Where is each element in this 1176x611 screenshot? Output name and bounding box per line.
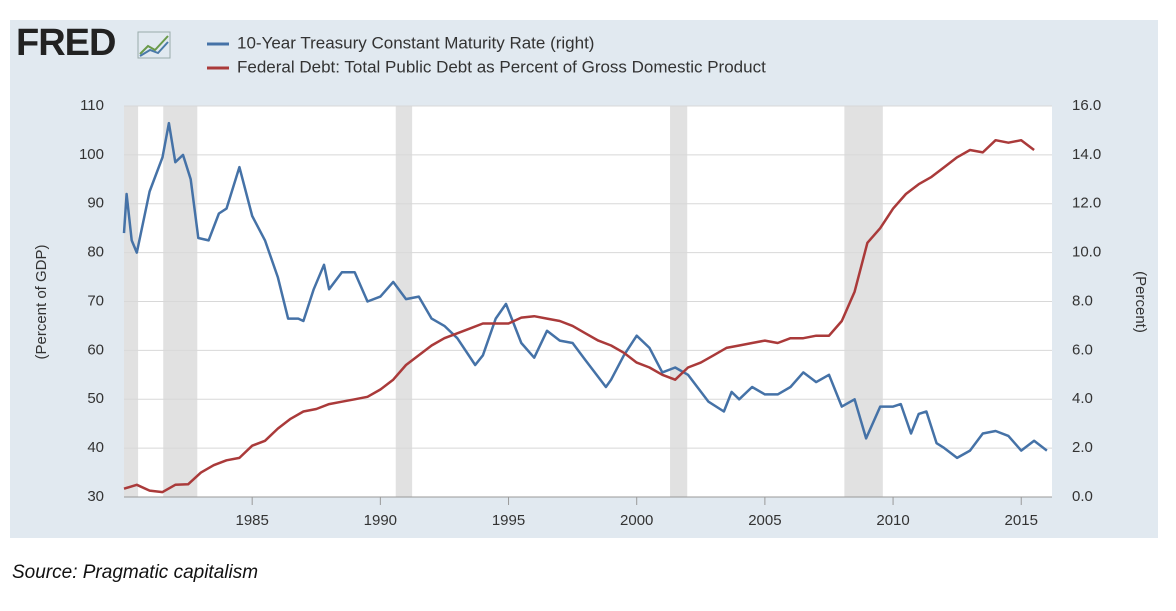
y2-axis-label: (Percent)	[1132, 271, 1149, 333]
y-tick-label: 70	[87, 292, 104, 309]
x-tick-label: 2000	[620, 512, 653, 529]
x-tick-label: 2005	[748, 512, 781, 529]
legend-label: Federal Debt: Total Public Debt as Perce…	[237, 57, 766, 76]
y2-tick-label: 10.0	[1072, 244, 1101, 261]
y-tick-label: 50	[87, 390, 104, 407]
data-line	[122, 121, 1048, 460]
y-tick-label: 80	[87, 244, 104, 261]
y-tick-label: 100	[79, 146, 104, 163]
x-tick-label: 1985	[235, 512, 268, 529]
logo-icon	[137, 31, 171, 59]
y-tick-label: 40	[87, 439, 104, 456]
y2-tick-label: 0.0	[1072, 488, 1093, 505]
y-tick-label: 90	[87, 195, 104, 212]
y2-tick-label: 16.0	[1072, 97, 1101, 114]
y-tick-label: 60	[87, 341, 104, 358]
y2-tick-label: 4.0	[1072, 390, 1093, 407]
legend-label: 10-Year Treasury Constant Maturity Rate …	[237, 33, 594, 52]
y2-tick-label: 6.0	[1072, 341, 1093, 358]
y2-tick-label: 14.0	[1072, 146, 1101, 163]
y-tick-label: 30	[87, 488, 104, 505]
x-tick-label: 2015	[1005, 512, 1038, 529]
y-axis-label: (Percent of GDP)	[33, 244, 50, 359]
x-tick-label: 2010	[876, 512, 909, 529]
y2-tick-label: 12.0	[1072, 195, 1101, 212]
y2-tick-label: 8.0	[1072, 292, 1093, 309]
y2-tick-label: 2.0	[1072, 439, 1093, 456]
logo: FRED	[16, 22, 115, 64]
data-line	[123, 138, 1035, 494]
y-tick-label: 110	[80, 97, 104, 114]
x-tick-label: 1990	[364, 512, 397, 529]
source-note: Source: Pragmatic capitalism	[12, 562, 258, 583]
x-tick-label: 1995	[492, 512, 525, 529]
